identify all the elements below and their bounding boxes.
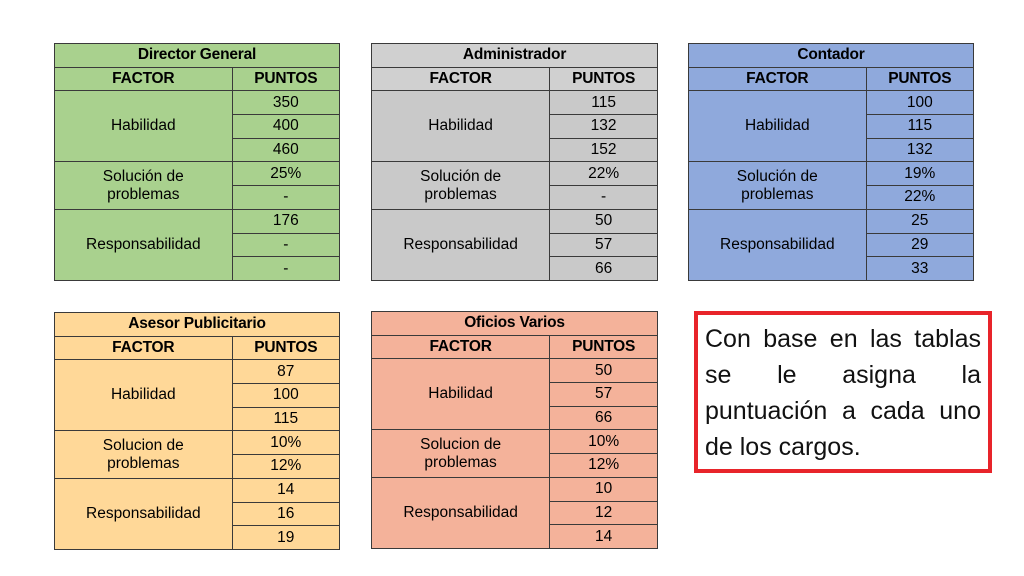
points-cell: 50 bbox=[549, 358, 658, 384]
factor-solucion: Solución de problemas bbox=[370, 161, 551, 210]
points-cell: 22% bbox=[549, 161, 658, 187]
points-cell: 66 bbox=[549, 256, 658, 281]
column-header-puntos: PUNTOS bbox=[549, 66, 658, 92]
column-header-factor: FACTOR bbox=[370, 334, 551, 360]
factor-solucion: Solucion de problemas bbox=[54, 430, 233, 479]
points-cell: 132 bbox=[549, 114, 658, 139]
factor-solucion-line1: Solución de bbox=[420, 167, 502, 185]
points-cell: 115 bbox=[231, 406, 341, 432]
factor-solucion-line2: problemas bbox=[107, 185, 180, 203]
points-cell: 10 bbox=[549, 476, 658, 502]
points-cell: 176 bbox=[231, 208, 341, 234]
factor-solucion-line1: Solucion de bbox=[102, 436, 184, 454]
column-header-puntos: PUNTOS bbox=[231, 66, 341, 92]
table-director-general: Director General FACTOR PUNTOS Habilidad 3… bbox=[54, 43, 341, 281]
points-cell: 57 bbox=[549, 232, 658, 258]
factor-responsabilidad: Responsabilidad bbox=[370, 476, 551, 549]
table-title: Oficios Varios bbox=[371, 311, 658, 336]
factor-habilidad: Habilidad bbox=[688, 90, 867, 163]
points-cell: 16 bbox=[231, 501, 341, 527]
factor-habilidad: Habilidad bbox=[370, 358, 551, 431]
points-cell: 400 bbox=[231, 114, 341, 139]
points-cell: 10% bbox=[231, 430, 341, 456]
table-administrador: Administrador FACTOR PUNTOS Habilidad 115 … bbox=[370, 43, 658, 281]
points-cell: - bbox=[231, 232, 341, 258]
points-cell: 14 bbox=[231, 477, 341, 503]
column-header-factor: FACTOR bbox=[54, 335, 233, 361]
column-header-factor: FACTOR bbox=[688, 66, 867, 92]
column-header-puntos: PUNTOS bbox=[549, 334, 658, 360]
factor-solucion-line1: Solucion de bbox=[420, 435, 502, 453]
points-cell: 25 bbox=[865, 208, 975, 234]
factor-solucion: Solución de problemas bbox=[54, 161, 233, 210]
points-cell: 50 bbox=[549, 208, 658, 234]
points-cell: 132 bbox=[865, 137, 975, 163]
points-cell: 19 bbox=[231, 525, 341, 550]
note-text: Con base en las tablas se le asigna la p… bbox=[705, 325, 981, 461]
points-cell: 115 bbox=[549, 90, 658, 116]
points-cell: 152 bbox=[549, 137, 658, 163]
factor-habilidad: Habilidad bbox=[54, 359, 233, 432]
points-cell: 12% bbox=[549, 453, 658, 478]
points-cell: 460 bbox=[231, 137, 341, 163]
points-cell: 350 bbox=[231, 90, 341, 116]
points-cell: 14 bbox=[549, 524, 658, 549]
points-cell: 29 bbox=[865, 232, 975, 258]
factor-solucion: Solucion de problemas bbox=[370, 429, 551, 478]
factor-solucion-line2: problemas bbox=[424, 453, 497, 471]
column-header-factor: FACTOR bbox=[54, 66, 233, 92]
table-asesor-publicitario: Asesor Publicitario FACTOR PUNTOS Habilid… bbox=[54, 312, 341, 550]
points-cell: - bbox=[549, 185, 658, 210]
factor-solucion: Solución de problemas bbox=[688, 161, 867, 210]
factor-solucion-line2: problemas bbox=[424, 185, 497, 203]
table-contador: Contador FACTOR PUNTOS Habilidad 100 115 1… bbox=[688, 43, 975, 281]
points-cell: 10% bbox=[549, 429, 658, 455]
factor-solucion-line1: Solución de bbox=[736, 167, 818, 185]
factor-responsabilidad: Responsabilidad bbox=[688, 208, 867, 281]
table-oficios-varios: Oficios Varios FACTOR PUNTOS Habilidad 50 … bbox=[370, 311, 658, 549]
points-cell: 22% bbox=[865, 185, 975, 210]
table-title: Asesor Publicitario bbox=[54, 312, 340, 337]
factor-solucion-line1: Solución de bbox=[102, 167, 184, 185]
points-cell: 33 bbox=[865, 256, 975, 281]
factor-responsabilidad: Responsabilidad bbox=[54, 477, 233, 550]
points-cell: - bbox=[231, 256, 341, 281]
column-header-factor: FACTOR bbox=[370, 66, 551, 92]
points-cell: 12 bbox=[549, 500, 658, 526]
points-cell: 87 bbox=[231, 359, 341, 385]
column-header-puntos: PUNTOS bbox=[865, 66, 975, 92]
points-cell: 115 bbox=[865, 114, 975, 139]
table-title: Director General bbox=[54, 43, 340, 68]
factor-habilidad: Habilidad bbox=[54, 90, 233, 163]
factor-responsabilidad: Responsabilidad bbox=[54, 208, 233, 281]
factor-habilidad: Habilidad bbox=[370, 90, 551, 163]
column-header-puntos: PUNTOS bbox=[231, 335, 341, 361]
points-cell: 100 bbox=[865, 90, 975, 116]
factor-solucion-line2: problemas bbox=[107, 454, 180, 472]
points-cell: - bbox=[231, 185, 341, 210]
points-cell: 57 bbox=[549, 382, 658, 407]
points-cell: 19% bbox=[865, 161, 975, 187]
points-cell: 100 bbox=[231, 383, 341, 408]
factor-responsabilidad: Responsabilidad bbox=[370, 208, 551, 281]
points-cell: 25% bbox=[231, 161, 341, 187]
table-title: Administrador bbox=[371, 43, 658, 68]
note-box: Con base en las tablas se le asigna la p… bbox=[694, 311, 992, 473]
points-cell: 12% bbox=[231, 454, 341, 479]
table-title: Contador bbox=[688, 43, 974, 68]
factor-solucion-line2: problemas bbox=[741, 185, 814, 203]
points-cell: 66 bbox=[549, 405, 658, 431]
